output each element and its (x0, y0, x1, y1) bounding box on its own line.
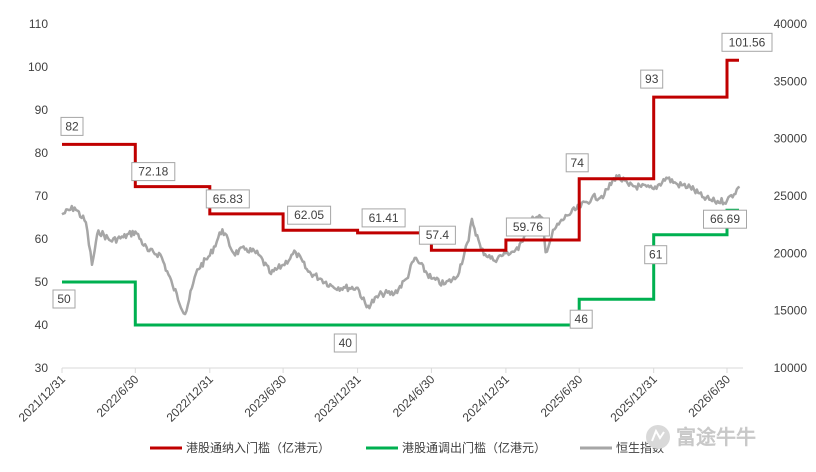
data-label-group: 59.76 (505, 217, 550, 237)
y-right-tick-label: 25000 (774, 189, 808, 203)
y-left-tick-label: 40 (35, 318, 49, 332)
data-label-group: 61.41 (361, 208, 406, 228)
x-tick-label: 2022/12/31 (164, 372, 217, 425)
hsi-series (61, 173, 741, 316)
data-label-box (287, 205, 332, 225)
x-tick-label: 2025/6/30 (538, 372, 586, 420)
data-label-group: 65.83 (205, 189, 250, 209)
data-label: 72.18 (138, 165, 168, 179)
data-labels: 82 72.18 65.83 62.05 61.41 57.4 59.76 74 93 101.5… (52, 32, 773, 353)
y-right-tick-label: 10000 (774, 361, 808, 375)
data-label-group: 40 (333, 333, 357, 353)
x-tick-label: 2026/6/30 (685, 372, 733, 420)
x-tick-label: 2024/12/31 (460, 372, 513, 425)
y-left-tick-label: 30 (35, 361, 49, 375)
data-label: 61 (649, 248, 663, 262)
data-label: 66.69 (710, 212, 740, 226)
data-label-group: 82 (60, 116, 84, 136)
x-tick-label: 2025/12/31 (607, 372, 660, 425)
y-left-tick-label: 100 (28, 60, 48, 74)
y-right-tick-label: 15000 (774, 304, 808, 318)
x-tick-label: 2022/6/30 (94, 372, 142, 420)
y-left-tick-label: 70 (35, 189, 49, 203)
legend: 港股通纳入门槛（亿港元） 港股通调出门槛（亿港元） 恒生指数 (150, 440, 664, 455)
data-label: 57.4 (426, 228, 450, 242)
data-label-box (644, 245, 668, 265)
data-label: 74 (571, 156, 585, 170)
hsi-line (61, 173, 741, 316)
y-left-tick-label: 60 (35, 232, 49, 246)
y-left-tick-label: 110 (29, 17, 48, 31)
data-label: 61.41 (369, 211, 399, 225)
y-right-tick-label: 30000 (774, 132, 808, 146)
y-left-tick-label: 50 (35, 275, 49, 289)
y-right-tick-label: 40000 (774, 17, 808, 31)
data-label-group: 66.69 (703, 209, 747, 229)
data-label: 59.76 (513, 220, 543, 234)
x-tick-label: 2023/6/30 (242, 372, 290, 420)
data-label-box (60, 116, 84, 136)
data-label-group: 61 (644, 245, 668, 265)
legend-label: 港股通纳入门槛（亿港元） (186, 440, 330, 455)
data-label-box (569, 309, 593, 329)
data-label: 82 (65, 119, 79, 133)
data-label-box (505, 217, 550, 237)
data-label-group: 57.4 (418, 225, 456, 245)
futu-logo-glyph (651, 428, 665, 442)
data-label-group: 74 (565, 153, 589, 173)
watermark: 富途牛牛 (646, 425, 756, 449)
legend-label: 港股通调出门槛（亿港元） (402, 440, 546, 455)
futu-logo-icon (646, 425, 670, 449)
data-label: 40 (339, 336, 353, 350)
x-tick-label: 2021/12/31 (16, 372, 69, 425)
data-label-box (333, 333, 357, 353)
data-label: 65.83 (213, 192, 243, 206)
watermark-text: 富途牛牛 (676, 425, 756, 449)
data-label-box (703, 209, 747, 229)
data-label-group: 62.05 (287, 205, 332, 225)
y-right-tick-label: 20000 (774, 246, 808, 260)
data-label-box (131, 162, 176, 182)
data-label: 93 (645, 72, 659, 86)
data-label-group: 93 (640, 69, 664, 89)
y-right-tick-label: 35000 (774, 74, 808, 88)
x-tick-label: 2023/12/31 (311, 372, 364, 425)
data-label-group: 46 (569, 309, 593, 329)
axes: 30 40 50 60 70 80 90 100 110 10000 15000 20000 25000… (16, 17, 808, 425)
data-label-box (361, 208, 406, 228)
y-left-tick-label: 90 (35, 103, 49, 117)
data-label: 46 (575, 312, 589, 326)
data-label-group: 101.56 (721, 32, 773, 52)
data-label: 62.05 (294, 208, 324, 222)
data-label: 50 (57, 292, 71, 306)
x-tick-label: 2024/6/30 (390, 372, 438, 420)
data-label-box (565, 153, 589, 173)
data-label-group: 72.18 (131, 162, 176, 182)
exclusion-threshold-line (62, 208, 739, 327)
data-label-box (418, 225, 456, 245)
data-label-group: 50 (52, 289, 76, 309)
data-label-box (52, 289, 76, 309)
y-left-tick-label: 80 (35, 146, 49, 160)
data-label-box (205, 189, 250, 209)
data-label-box (640, 69, 664, 89)
data-label-box (721, 32, 773, 52)
data-label: 101.56 (729, 35, 766, 49)
